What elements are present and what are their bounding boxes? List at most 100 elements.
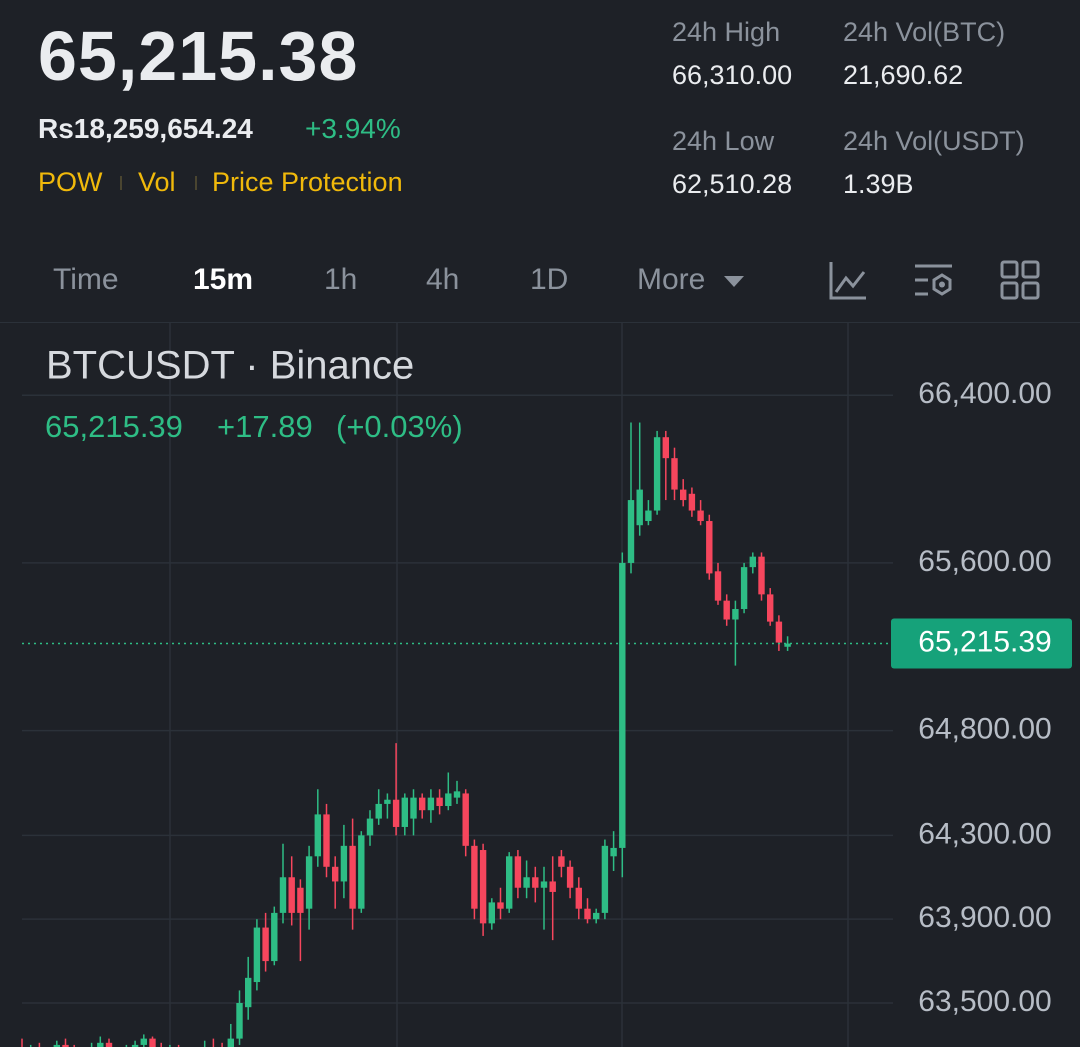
- candle-body: [688, 493, 696, 511]
- candle-body: [775, 621, 783, 643]
- y-tick-label: 66,400.00: [918, 377, 1051, 410]
- stat-label: 24h High: [672, 17, 781, 47]
- candle-body: [479, 850, 487, 924]
- candle-body: [314, 814, 321, 857]
- candle-body: [62, 1044, 69, 1047]
- candle-body: [392, 799, 400, 827]
- tab[interactable]: Time: [53, 263, 119, 296]
- candle-body: [619, 562, 626, 848]
- candle-body: [227, 1038, 234, 1047]
- candle-body: [532, 877, 539, 888]
- candle-body: [288, 877, 295, 913]
- candle-body: [419, 797, 426, 811]
- candle-body: [662, 437, 669, 459]
- legend-change-pct: (+0.03%): [336, 409, 463, 444]
- candle-body: [462, 793, 469, 846]
- fiat-price: Rs18,259,654.24: [38, 113, 253, 144]
- y-tick-label: 63,500.00: [918, 985, 1051, 1018]
- candle-body: [645, 510, 652, 522]
- candles: [21, 422, 791, 1047]
- dropdown-caret[interactable]: [716, 272, 746, 292]
- y-tick-label: 64,300.00: [918, 817, 1051, 850]
- candle-body: [549, 881, 556, 892]
- candle-body: [732, 609, 739, 620]
- candle-body: [758, 556, 765, 595]
- candle-body: [375, 803, 382, 819]
- candle-body: [366, 818, 374, 836]
- y-tick-label: 64,800.00: [918, 712, 1051, 745]
- tab[interactable]: 4h: [426, 263, 460, 296]
- candle-body: [514, 856, 522, 888]
- candle-body: [410, 797, 417, 819]
- tag[interactable]: Vol: [138, 167, 176, 197]
- candle-body: [245, 977, 252, 1008]
- stat-value: 62,510.28: [672, 169, 793, 199]
- candle-body: [584, 908, 591, 920]
- candle-body: [558, 856, 565, 867]
- last-price: 65,215.38: [38, 17, 359, 95]
- candle-body: [131, 1044, 139, 1047]
- candle-body: [323, 814, 330, 867]
- candle-body: [471, 845, 478, 909]
- candle-body: [453, 791, 461, 798]
- y-tick-label: 63,900.00: [918, 901, 1051, 934]
- candlestick-chart: BTCUSDT · Binance 65,215.39 +17.89 (+0.0…: [21, 323, 1072, 1047]
- candle-body: [53, 1044, 60, 1047]
- candle-body: [784, 643, 791, 647]
- candle-body: [697, 510, 704, 522]
- separator: [120, 176, 122, 190]
- candle-body: [332, 866, 339, 882]
- candle-body: [671, 458, 678, 490]
- candle-body: [488, 902, 495, 924]
- stat-label: 24h Low: [672, 126, 775, 156]
- candle-body: [305, 856, 313, 909]
- price-label: 65,215.39: [918, 625, 1051, 658]
- candle-body: [523, 877, 530, 888]
- stat-label: 24h Vol(USDT): [843, 126, 1025, 156]
- y-tick-label: 65,600.00: [918, 545, 1051, 578]
- candle-body: [401, 797, 408, 827]
- candle-body: [540, 881, 548, 888]
- layout-icon[interactable]: [998, 258, 1044, 304]
- settings-icon[interactable]: [912, 258, 958, 304]
- candle-body: [749, 556, 756, 568]
- candle-body: [358, 835, 365, 909]
- candle-body: [105, 1042, 113, 1047]
- price-label-box: [891, 618, 1072, 669]
- divider: [0, 322, 1080, 323]
- candle-body: [297, 887, 304, 913]
- candle-body: [236, 1002, 243, 1039]
- candle-body: [97, 1042, 104, 1047]
- stat-value: 1.39B: [843, 169, 914, 199]
- candle-body: [279, 877, 287, 913]
- indicator-icon[interactable]: [826, 258, 870, 304]
- candle-body: [566, 866, 574, 888]
- tab[interactable]: 15m: [193, 263, 254, 296]
- candle-body: [384, 799, 391, 804]
- candle-body: [680, 489, 687, 501]
- candle-body: [740, 567, 748, 610]
- tag[interactable]: POW: [38, 167, 103, 197]
- candle-body: [575, 887, 582, 909]
- candle-body: [253, 927, 261, 983]
- candle-body: [445, 793, 452, 807]
- candle-body: [149, 1038, 156, 1047]
- candle-body: [427, 797, 435, 811]
- price-change: +3.94%: [305, 113, 401, 144]
- candle-body: [593, 912, 600, 920]
- tab[interactable]: 1D: [530, 263, 569, 296]
- stat-value: 21,690.62: [843, 60, 964, 90]
- chart-title: BTCUSDT · Binance: [46, 344, 414, 388]
- tab[interactable]: 1h: [324, 263, 358, 296]
- candle-body: [767, 594, 774, 622]
- candle-body: [636, 489, 643, 526]
- tab[interactable]: More: [637, 263, 706, 296]
- candle-body: [706, 521, 713, 574]
- candle-body: [436, 797, 443, 807]
- tag[interactable]: Price Protection: [212, 167, 403, 197]
- legend-price: 65,215.39: [45, 409, 183, 444]
- stat-label: 24h Vol(BTC): [843, 17, 1006, 47]
- candle-body: [627, 500, 635, 563]
- candle-body: [340, 845, 348, 882]
